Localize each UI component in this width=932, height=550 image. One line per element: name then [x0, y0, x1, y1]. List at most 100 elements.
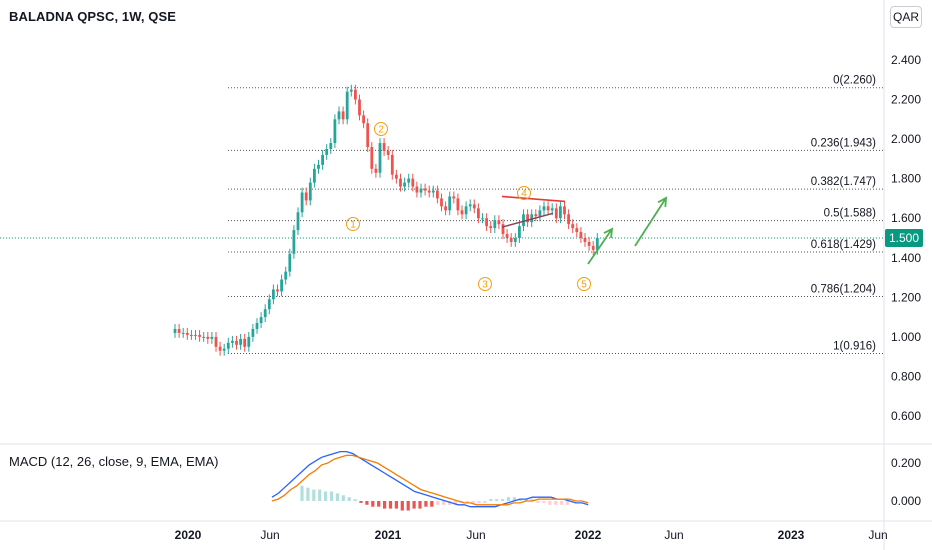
candle-body: [489, 226, 493, 229]
candle-body: [374, 168, 378, 173]
wave-label: 4: [521, 189, 527, 200]
candle-body: [382, 143, 386, 151]
candle-body: [210, 336, 214, 339]
candle-body: [267, 299, 271, 310]
macd-histogram-bar: [353, 499, 357, 501]
macd-histogram-bar: [453, 501, 457, 505]
candle-body: [456, 198, 460, 211]
macd-histogram-bar: [324, 491, 328, 501]
candle-body: [530, 214, 534, 223]
candle-body: [505, 234, 509, 238]
macd-histogram-bar: [371, 501, 375, 507]
candle-body: [431, 190, 435, 193]
macd-histogram-bar: [554, 501, 558, 505]
candle-body: [583, 238, 587, 242]
fib-level-label: 1(0.916): [833, 341, 876, 353]
time-axis-tick: Jun: [868, 528, 887, 542]
current-price-badge: [885, 229, 923, 247]
candle-body: [198, 334, 201, 337]
macd-histogram-bar: [365, 501, 369, 505]
wave-label: 3: [482, 280, 488, 291]
macd-histogram-bar: [565, 501, 570, 505]
candle-body: [485, 218, 488, 227]
macd-histogram-bar: [524, 499, 528, 501]
candle-body: [468, 204, 472, 207]
candle-body: [493, 220, 497, 229]
candle-body: [554, 208, 558, 219]
candle-body: [579, 232, 583, 238]
candle-body: [415, 186, 419, 193]
triangle-lower-line: [501, 212, 554, 228]
fib-level-label: 0.5(1.588): [824, 208, 877, 220]
price-axis-tick: 2.200: [891, 93, 921, 107]
macd-histogram-bar: [477, 501, 481, 503]
time-axis-tick: 2021: [375, 528, 402, 542]
candle-body: [333, 119, 337, 144]
candle-body: [358, 99, 361, 116]
macd-histogram-bar: [548, 501, 552, 505]
macd-histogram-bar: [359, 501, 363, 503]
wave-label-circle: [346, 217, 360, 231]
macd-histogram-bar: [418, 501, 422, 509]
wave-label: 5: [581, 280, 587, 291]
time-axis-tick: 2020: [175, 528, 202, 542]
candle-body: [534, 214, 538, 217]
candle-body: [222, 348, 226, 351]
macd-axis-tick: 0.000: [891, 494, 921, 508]
candle-body: [349, 89, 353, 92]
macd-histogram-bar: [388, 501, 393, 509]
projection-arrow-1: [587, 228, 613, 265]
fib-level-label: 0.786(1.204): [811, 284, 876, 296]
candle-body: [190, 334, 193, 336]
macd-histogram-bar: [306, 487, 310, 501]
candle-body: [370, 147, 374, 169]
projection-arrow-1-head: [603, 227, 614, 239]
candle-body: [288, 253, 292, 272]
candle-body: [399, 178, 402, 187]
wave-label-circle: [517, 186, 531, 200]
projection-arrow-2: [634, 197, 667, 247]
fib-level-label: 0.236(1.943): [811, 137, 876, 149]
candle-body: [559, 206, 562, 219]
macd-axis-tick: 0.200: [891, 456, 921, 470]
candle-body: [427, 190, 431, 193]
candle-body: [255, 323, 259, 329]
candle-body: [575, 228, 579, 233]
candle-body: [280, 279, 283, 292]
candle-body: [300, 192, 304, 213]
wave-label-circle: [374, 122, 388, 136]
candle-body: [522, 214, 525, 227]
candle-body: [567, 214, 570, 225]
time-axis-tick: Jun: [664, 528, 683, 542]
candle-body: [292, 230, 296, 254]
candle-body: [460, 210, 464, 215]
candle-body: [239, 338, 242, 345]
candle-body: [587, 241, 591, 246]
candle-body: [317, 164, 320, 169]
price-axis-tick: 1.400: [891, 251, 921, 265]
candle-body: [321, 154, 324, 165]
candle-body: [218, 346, 222, 351]
triangle-upper-line: [501, 195, 566, 203]
macd-histogram-bar: [489, 499, 493, 501]
currency-button[interactable]: QAR: [890, 6, 922, 28]
candle-body: [185, 332, 189, 335]
candle-body: [497, 220, 501, 225]
wave-label: 2: [378, 125, 384, 136]
macd-histogram-bar: [377, 501, 381, 507]
candle-body: [329, 143, 333, 149]
candle-body: [173, 328, 177, 333]
candle-body: [509, 238, 513, 242]
macd-histogram-bar: [312, 489, 316, 501]
candle-body: [386, 150, 390, 155]
candle-body: [251, 328, 255, 337]
candle-body: [354, 89, 357, 100]
candle-body: [308, 182, 312, 201]
current-price-value: 1.500: [889, 231, 919, 245]
candle-body: [226, 342, 230, 349]
candle-body: [325, 149, 329, 155]
candle-body: [501, 224, 505, 235]
macd-histogram-bar: [329, 491, 334, 501]
candle-body: [206, 336, 210, 339]
